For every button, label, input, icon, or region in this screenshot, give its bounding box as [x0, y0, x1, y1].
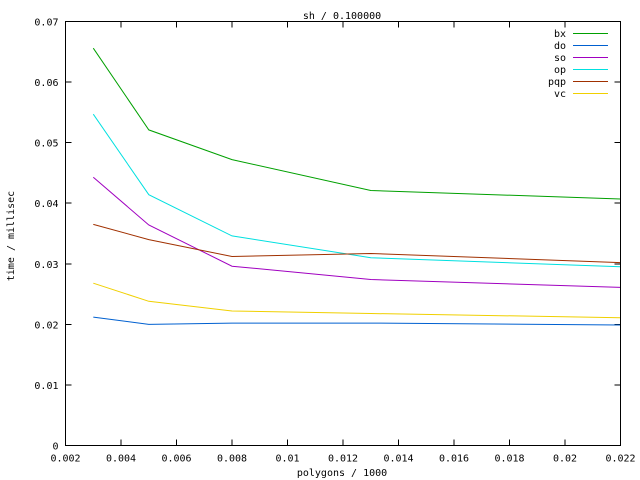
legend-label: pqp: [548, 77, 566, 88]
legend-label: op: [554, 65, 566, 76]
x-tick-label: 0.02: [553, 454, 577, 465]
y-axis-label: time / millisec: [6, 191, 17, 281]
y-tick-label: 0.05: [34, 139, 58, 150]
y-tick-label: 0.04: [34, 199, 58, 210]
legend-label: vc: [554, 89, 566, 100]
series-line-pqp: [93, 223, 621, 264]
x-tick-label: 0.002: [50, 454, 80, 465]
series-line-op: [92, 113, 621, 268]
series-line-bx: [92, 47, 621, 200]
x-tick-label: 0.01: [275, 454, 299, 465]
x-axis-label: polygons / 1000: [297, 468, 387, 479]
x-tick-label: 0.008: [217, 454, 247, 465]
series-line-vc: [93, 282, 621, 319]
x-tick-label: 0.016: [439, 454, 469, 465]
y-tick-label: 0.02: [34, 320, 58, 331]
legend-label: do: [554, 41, 566, 52]
x-tick-label: 0.004: [106, 454, 136, 465]
y-tick-label: 0.06: [34, 78, 58, 89]
legend-label: so: [554, 53, 566, 64]
x-tick-label: 0.012: [328, 454, 358, 465]
series-line-do: [93, 316, 621, 326]
y-tick-label: 0: [52, 442, 58, 453]
chart-title: sh / 0.100000: [303, 11, 381, 22]
x-tick-label: 0.022: [605, 454, 635, 465]
legend-label: bx: [554, 29, 566, 40]
y-tick-label: 0.01: [34, 381, 58, 392]
y-tick-label: 0.03: [34, 260, 58, 271]
series-line-so: [92, 176, 621, 288]
plot-frame: [65, 21, 621, 446]
series-lines: [92, 47, 621, 326]
x-tick-label: 0.006: [161, 454, 191, 465]
x-tick-label: 0.014: [383, 454, 413, 465]
axis-ticks: 0.002 0.004 0.006 0.008 0.01 0.012 0.014 0.016 0…: [34, 18, 635, 465]
y-tick-label: 0.07: [34, 18, 58, 29]
x-tick-label: 0.018: [494, 454, 524, 465]
